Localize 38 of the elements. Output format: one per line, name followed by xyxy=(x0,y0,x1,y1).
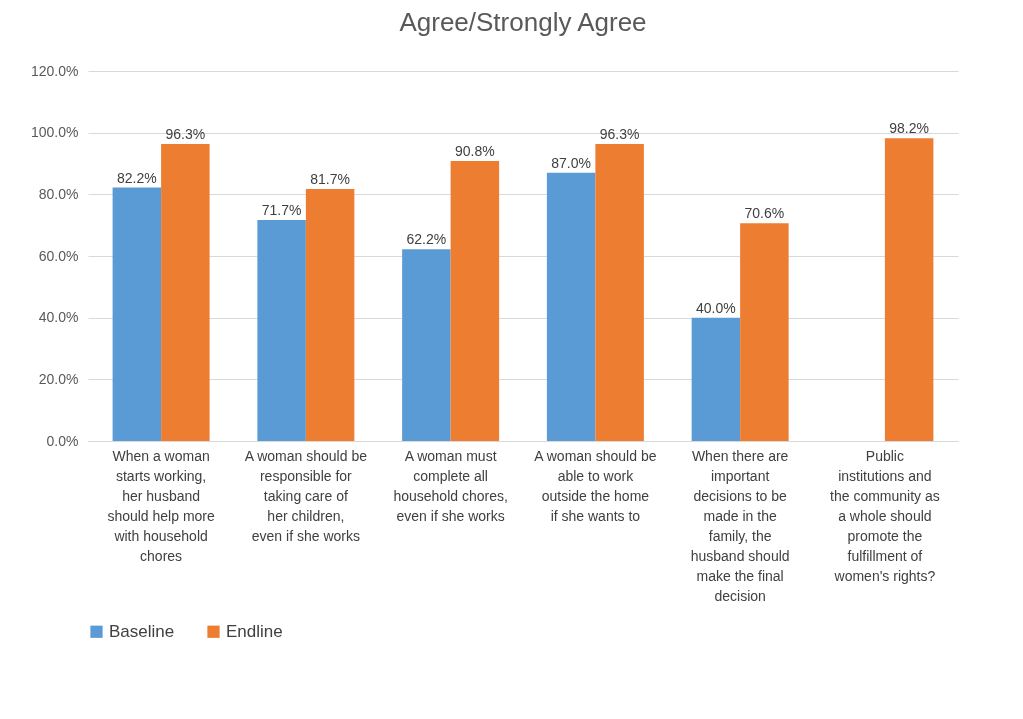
bar xyxy=(595,144,644,441)
x-tick-label: When a woman starts working, her husband should help more with household chores xyxy=(107,447,216,564)
legend-label: Baseline xyxy=(109,621,175,641)
data-label: 70.6% xyxy=(744,205,785,222)
y-tick-label: 60.0% xyxy=(38,247,79,264)
bar xyxy=(691,317,741,441)
x-tick-label: A woman should be able to work outside the home if she wants to xyxy=(534,447,657,524)
chart-title: Agree/Strongly Agree xyxy=(399,7,647,37)
data-label: 90.8% xyxy=(455,143,495,160)
bar xyxy=(161,144,210,441)
x-tick-label: When there are important decisions to be made in the family, the husband should make the final decision xyxy=(690,447,790,604)
data-label: 87.0% xyxy=(551,154,591,171)
bar xyxy=(402,249,451,441)
x-tick-label: Public institutions and the community as a whole should promote the fulfillment of women's rights? xyxy=(830,447,940,584)
bar xyxy=(257,219,306,441)
bar xyxy=(546,172,596,441)
y-tick-label: 0.0% xyxy=(46,432,79,449)
x-tick-label: A woman should be responsible for taking care of her children, even if she works xyxy=(244,447,368,544)
bar xyxy=(884,138,934,441)
y-tick-label: 100.0% xyxy=(31,124,79,141)
data-label: 96.3% xyxy=(599,126,640,143)
data-label: 98.2% xyxy=(889,120,929,137)
y-tick-label: 20.0% xyxy=(38,370,79,387)
data-label: 40.0% xyxy=(696,299,736,316)
bar xyxy=(740,223,789,441)
y-tick-label: 120.0% xyxy=(31,62,79,79)
bar xyxy=(305,189,355,441)
data-label: 96.3% xyxy=(165,126,206,143)
y-tick-label: 80.0% xyxy=(38,185,79,202)
bar xyxy=(450,161,500,441)
y-tick-label: 40.0% xyxy=(38,309,79,326)
data-label: 71.7% xyxy=(261,201,302,218)
data-label: 82.2% xyxy=(117,169,157,186)
x-tick-label: A woman must complete all household chores, even if she works xyxy=(393,447,508,524)
data-label: 81.7% xyxy=(310,171,350,188)
legend-label: Endline xyxy=(226,621,283,641)
bar xyxy=(112,187,162,441)
data-label: 62.2% xyxy=(406,231,447,248)
